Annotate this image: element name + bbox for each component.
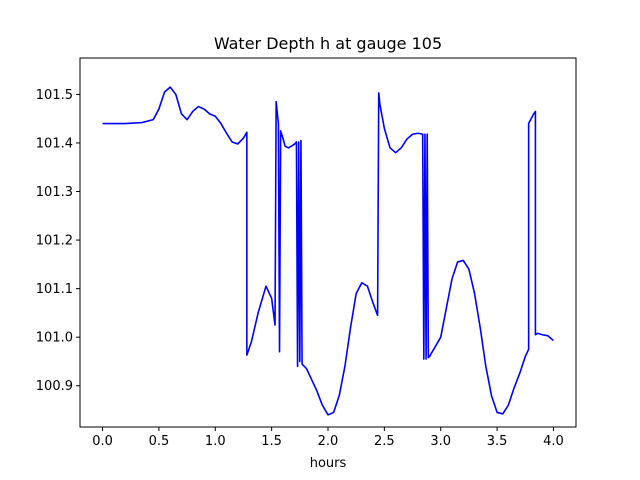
x-tick-label: 3.0 <box>430 434 451 449</box>
x-tick-label: 0.5 <box>149 434 170 449</box>
y-tick-label: 101.4 <box>36 136 73 151</box>
x-tick-label: 3.5 <box>487 434 508 449</box>
y-tick-label: 101.2 <box>36 234 73 249</box>
x-axis: 0.0 0.5 1.0 1.5 2.0 2.5 3.0 3.5 4.0 <box>92 427 564 449</box>
chart-title: Water Depth h at gauge 105 <box>214 34 442 53</box>
y-tick-label: 101.3 <box>36 185 73 200</box>
plot-frame <box>79 57 577 428</box>
y-tick-label: 100.9 <box>36 379 73 394</box>
x-axis-label: hours <box>310 456 347 471</box>
x-tick-label: 2.5 <box>374 434 395 449</box>
x-tick-label: 4.0 <box>543 434 564 449</box>
y-tick-label: 101.5 <box>36 88 73 103</box>
y-tick-label: 101.0 <box>36 331 73 346</box>
x-tick-label: 1.0 <box>205 434 226 449</box>
x-tick-label: 0.0 <box>92 434 113 449</box>
plot-area <box>79 57 577 428</box>
y-tick-label: 101.1 <box>36 282 73 297</box>
y-axis: 100.9 101.0 101.1 101.2 101.3 101.4 101.5 <box>36 88 80 394</box>
x-tick-label: 2.0 <box>318 434 339 449</box>
x-tick-label: 1.5 <box>261 434 282 449</box>
series-line-0 <box>102 86 554 416</box>
